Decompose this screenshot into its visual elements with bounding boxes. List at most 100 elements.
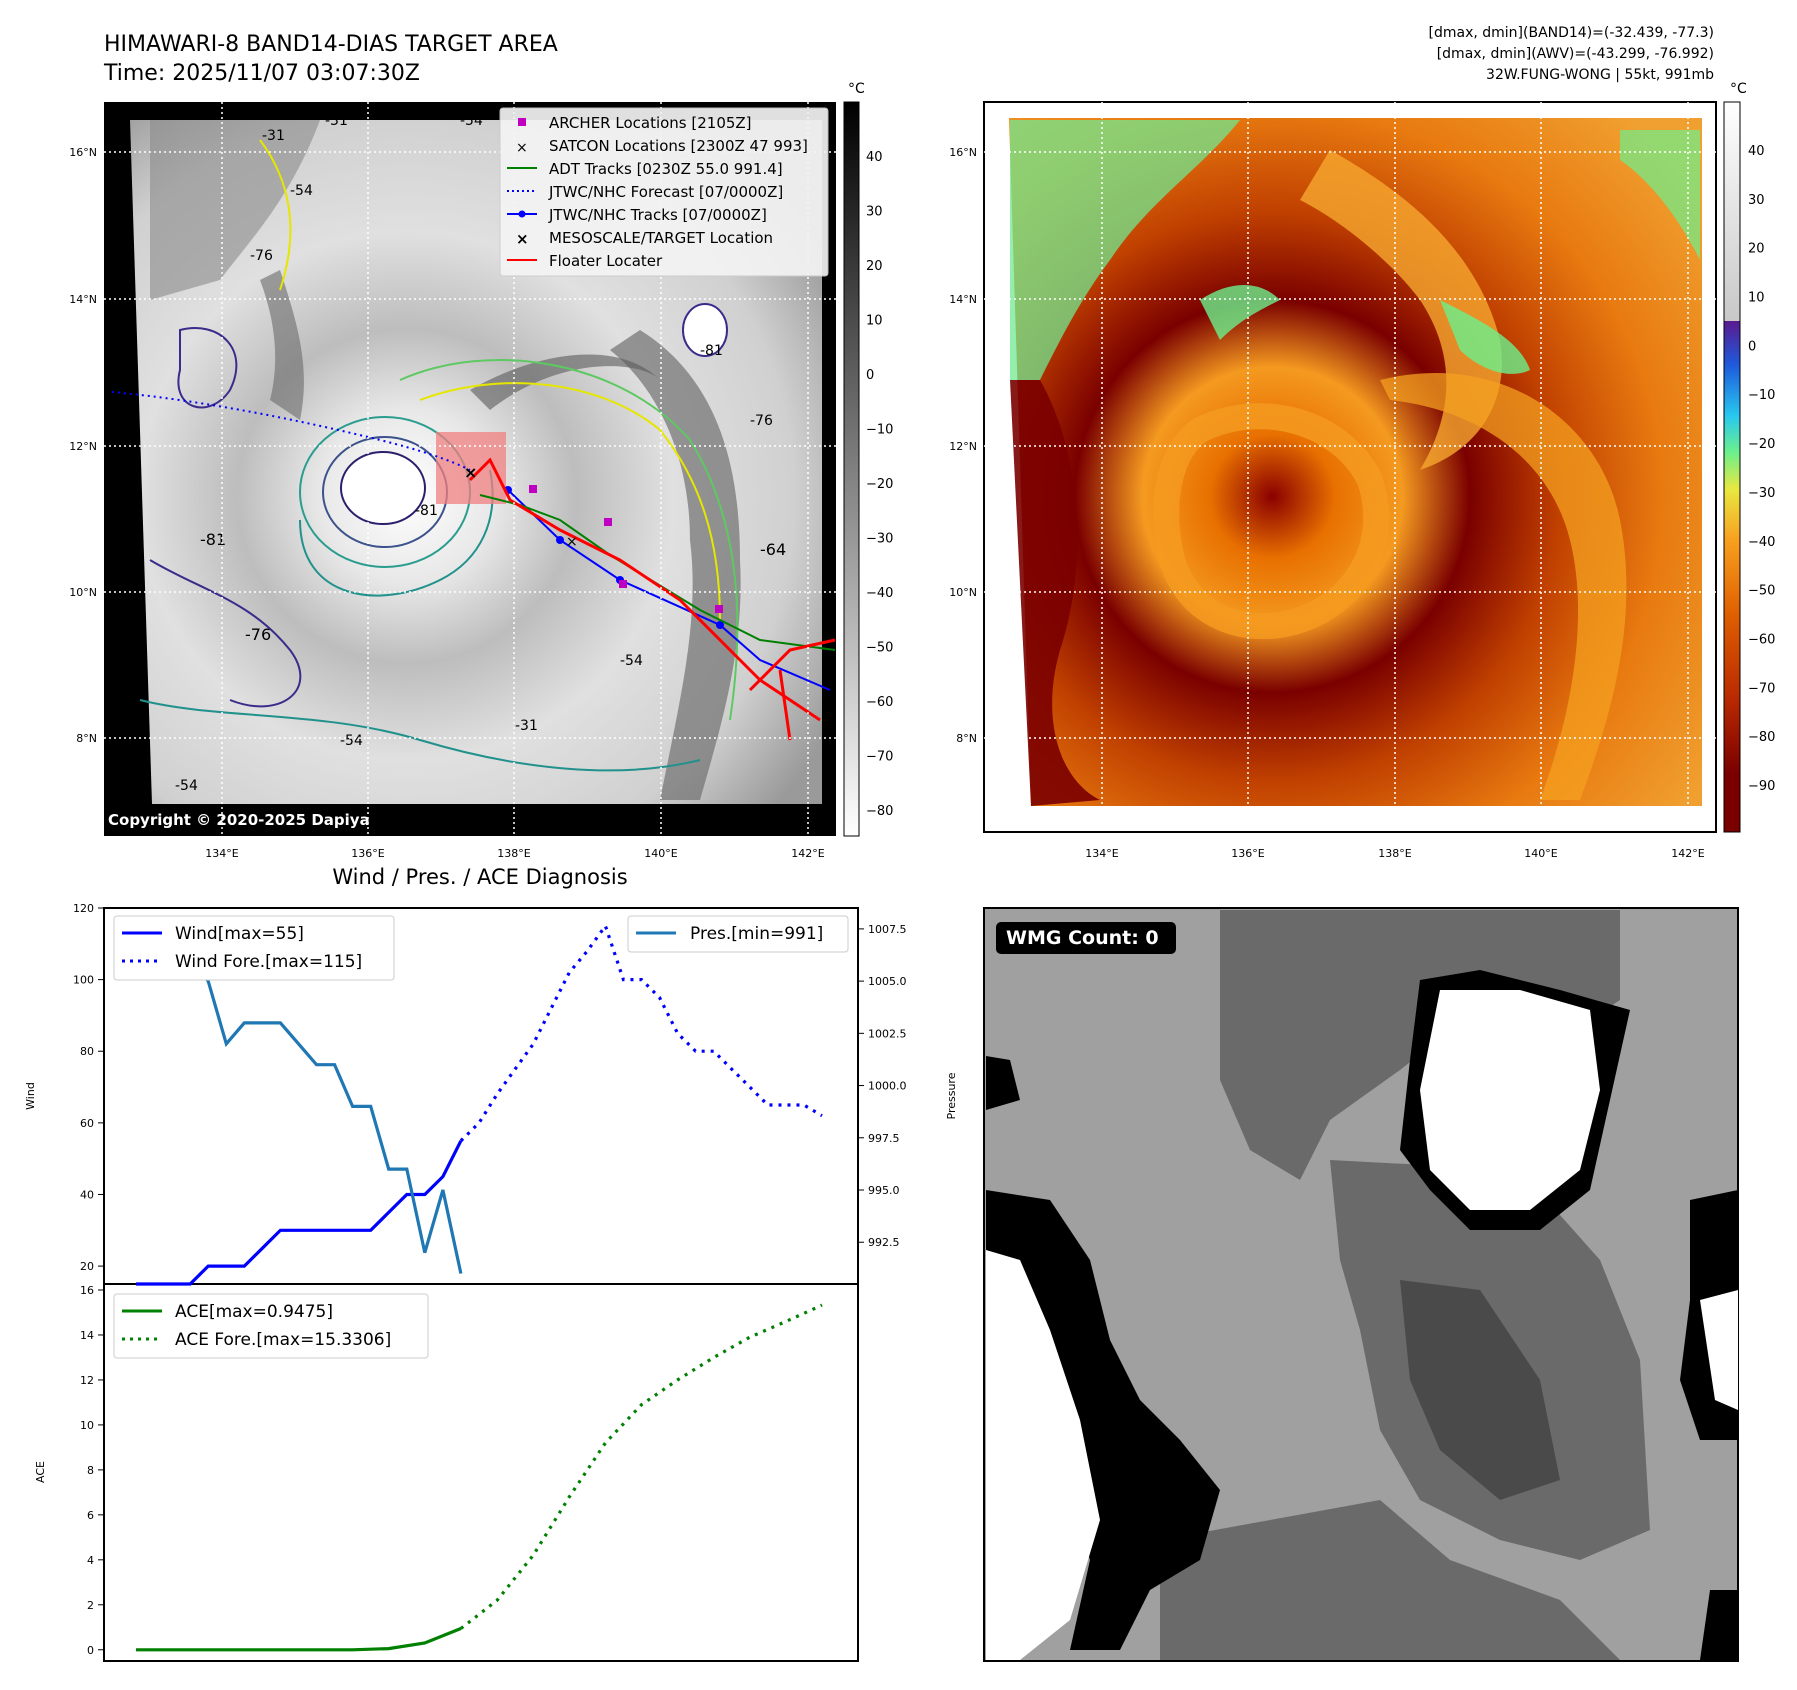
series-line-ace-max-0-9475 xyxy=(136,1627,462,1652)
contour-label: -76 xyxy=(245,625,271,644)
right-cold-band-2 xyxy=(1380,372,1627,800)
archer-location-marker xyxy=(604,518,612,526)
floater-locater-track2 xyxy=(748,638,836,692)
pressure-tick-label: 1002.5 xyxy=(868,1027,907,1040)
colorbar-tick: 0 xyxy=(866,368,874,383)
pressure-tick-label: 1000.0 xyxy=(868,1080,907,1093)
colorbar-tick: −70 xyxy=(866,750,893,765)
ace-y-ticks: 16 14 12 10 8 6 4 2 0 xyxy=(80,1284,104,1657)
colorbar-tick: 30 xyxy=(866,205,883,220)
legend-adt-label: ADT Tracks [0230Z 55.0 991.4] xyxy=(549,160,783,178)
legend-mesoscale-label: MESOSCALE/TARGET Location xyxy=(549,229,773,247)
pressure-tick-label: 997.5 xyxy=(868,1132,900,1145)
left-dark-band2 xyxy=(470,354,660,410)
left-dark-band4 xyxy=(260,270,304,420)
lat-tick: 8°N xyxy=(956,732,977,745)
pressure-tick-label: 995.0 xyxy=(868,1184,900,1197)
wind-tick-label: 40 xyxy=(80,1188,94,1201)
colorbar-tick: −20 xyxy=(866,477,893,492)
ace-chart-frame xyxy=(103,1283,859,1662)
diagnosis-chart-panel: Wind / Pres. / ACE Diagnosis Wind Pressu… xyxy=(24,865,958,1662)
colorbar-tick: 10 xyxy=(1748,291,1765,306)
jtwc-track-point xyxy=(716,621,724,629)
legend-tracks-dot xyxy=(518,210,526,218)
wmg-black-region-5 xyxy=(1700,1590,1738,1660)
left-contour-yellow-1 xyxy=(419,382,721,621)
pres-legend-label: Pres.[min=991] xyxy=(690,924,823,944)
right-cold-band-5 xyxy=(1440,300,1530,374)
lat-tick: 10°N xyxy=(949,586,977,599)
ace-tick-label: 0 xyxy=(87,1644,94,1657)
contour-label: -54 xyxy=(340,733,363,749)
colorbar-tick: −80 xyxy=(866,804,893,819)
left-colorbar-ticks: 40 30 20 10 0 −10 −20 −30 −40 −50 −60 −70 −80 xyxy=(866,150,893,819)
colorbar-tick: −50 xyxy=(1748,584,1775,599)
right-colorbar-ticks: 40 30 20 10 0 −10 −20 −30 −40 −50 −60 −70 −80 −90 xyxy=(1748,144,1775,794)
figure-title-line2: Time: 2025/11/07 03:07:30Z xyxy=(103,61,420,86)
left-contour-purple-1 xyxy=(149,559,302,708)
contour-label: -54 xyxy=(175,778,198,794)
wmg-count-label: WMG Count: 0 xyxy=(1006,927,1159,949)
left-contour-purple-2 xyxy=(177,327,238,409)
diagnosis-chart-title: Wind / Pres. / ACE Diagnosis xyxy=(332,865,627,889)
contour-label: -81 xyxy=(415,503,438,519)
series-line-wind-fore-max-115 xyxy=(459,922,823,1142)
wmg-black-region-1 xyxy=(986,1190,1220,1650)
legend-satcon-marker: × xyxy=(516,140,528,156)
left-dark-band xyxy=(610,330,741,800)
colorbar-tick: −40 xyxy=(866,586,893,601)
series-line-wind-max-55 xyxy=(136,1140,463,1286)
lat-tick: 8°N xyxy=(76,732,97,745)
contour-label: -76 xyxy=(250,248,273,264)
ace-tick-label: 2 xyxy=(87,1599,94,1612)
info-line3: 32W.FUNG-WONG | 55kt, 991mb xyxy=(1486,67,1714,83)
archer-location-marker xyxy=(529,485,537,493)
left-contour-green-1 xyxy=(399,359,739,721)
legend-mesoscale-marker: × xyxy=(516,230,529,248)
right-map-panel: 16°N 14°N 12°N 10°N 8°N 134°E 136°E 138°… xyxy=(949,81,1775,860)
archer-location-marker xyxy=(619,580,627,588)
lon-tick: 140°E xyxy=(1524,847,1557,860)
wind-fore-legend-label: Wind Fore.[max=115] xyxy=(175,952,362,972)
right-map-lat-ticks: 16°N 14°N 12°N 10°N 8°N xyxy=(949,146,977,745)
lat-tick: 12°N xyxy=(69,440,97,453)
lon-tick: 142°E xyxy=(791,847,824,860)
wmg-dark-region-4 xyxy=(1160,1500,1620,1660)
right-eye-ring xyxy=(1153,403,1390,640)
lon-tick: 134°E xyxy=(205,847,238,860)
pressure-y-ticks: 1007.5 1005.0 1002.5 1000.0 997.5 995.0 992.5 xyxy=(858,923,907,1249)
lon-tick: 138°E xyxy=(1378,847,1411,860)
contour-label: -54 xyxy=(620,653,643,669)
info-line1: [dmax, dmin](BAND14)=(-32.439, -77.3) xyxy=(1429,25,1715,41)
wind-tick-label: 80 xyxy=(80,1045,94,1058)
lon-tick: 138°E xyxy=(497,847,530,860)
legend-archer-label: ARCHER Locations [2105Z] xyxy=(549,114,752,132)
wind-legend: Wind[max=55] Wind Fore.[max=115] xyxy=(113,915,395,981)
lon-tick: 136°E xyxy=(1231,847,1264,860)
left-contour-teal-2 xyxy=(139,699,701,772)
wind-y-ticks: 120 100 80 60 40 20 xyxy=(73,902,104,1273)
mesoscale-target-marker: × xyxy=(464,463,477,482)
left-map-lon-ticks: 134°E 136°E 138°E 140°E 142°E xyxy=(205,847,824,860)
lon-tick: 142°E xyxy=(1671,847,1704,860)
contour-label: -54 xyxy=(290,183,313,199)
colorbar-tick: −10 xyxy=(866,423,893,438)
right-map-gridlines xyxy=(984,102,1716,832)
ace-tick-label: 4 xyxy=(87,1554,94,1567)
legend-archer-marker xyxy=(518,118,526,126)
left-contour-purple-3 xyxy=(682,303,728,357)
legend-satcon-label: SATCON Locations [2300Z 47 993] xyxy=(549,137,808,155)
contour-label: -31 xyxy=(325,113,348,129)
contour-label: -54 xyxy=(460,113,483,129)
copyright-text: Copyright © 2020-2025 Dapiya xyxy=(108,811,370,829)
right-cold-band-6 xyxy=(1620,130,1700,260)
ace-tick-label: 12 xyxy=(80,1374,94,1387)
ace-tick-label: 14 xyxy=(80,1329,94,1342)
wmg-white-region-3 xyxy=(1420,990,1600,1210)
right-map-lon-ticks: 134°E 136°E 138°E 140°E 142°E xyxy=(1085,847,1704,860)
right-cold-band-3 xyxy=(1010,120,1240,380)
legend-forecast-label: JTWC/NHC Forecast [07/0000Z] xyxy=(548,183,783,201)
colorbar-tick: −70 xyxy=(1748,681,1775,696)
contour-label: -81 xyxy=(700,343,723,359)
colorbar-tick: −90 xyxy=(1748,779,1775,794)
